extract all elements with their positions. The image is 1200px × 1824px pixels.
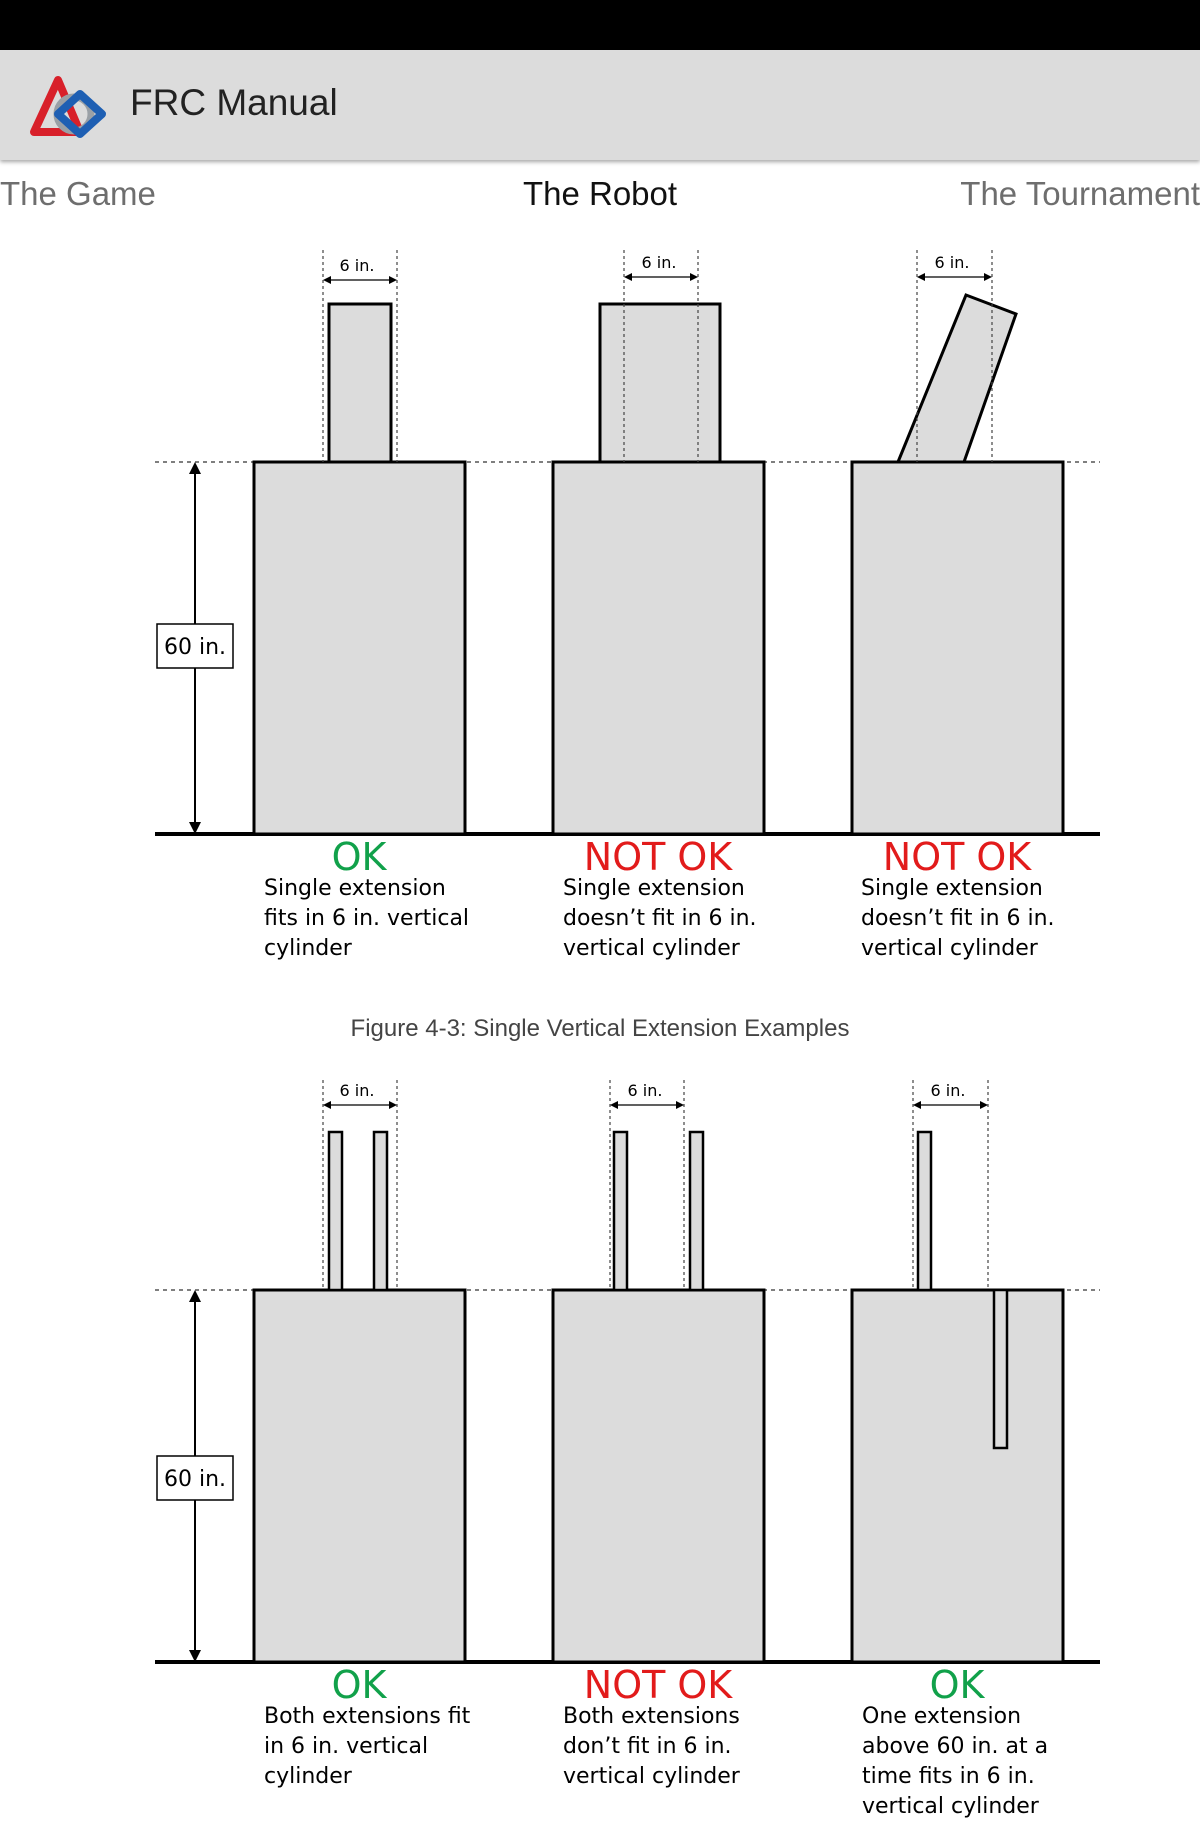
width-label: 6 in. (340, 1081, 375, 1100)
status-label: OK (332, 835, 388, 879)
section-tabs: The Game The Robot The Tournament (0, 163, 1200, 223)
width-label: 6 in. (931, 1081, 966, 1100)
height-label: 60 in. (164, 1467, 226, 1492)
description-line: doesn’t fit in 6 in. (861, 906, 1055, 931)
robot-extension (895, 293, 1018, 464)
figure-double-extension: 60 in. 6 in. OK Both extensions fit in 6… (0, 1068, 1200, 1824)
robot-body (252, 460, 467, 836)
height-label-box (156, 623, 234, 669)
description-line: Both extensions (563, 1704, 740, 1729)
robot-extension-retracted (992, 1288, 1009, 1450)
figure-caption: Figure 4-3: Single Vertical Extension Ex… (350, 1015, 850, 1042)
width-label: 6 in. (642, 253, 677, 272)
width-label: 6 in. (935, 253, 970, 272)
robot-body (551, 1288, 766, 1664)
width-label: 6 in. (340, 256, 375, 275)
figure-1-diagram: 60 in. 6 in. OK Single extension fits in… (155, 250, 1100, 961)
description-line: cylinder (264, 936, 353, 961)
description-line: Single extension (861, 876, 1043, 901)
description-line: One extension (862, 1704, 1021, 1729)
tab-the-robot[interactable]: The Robot (522, 175, 678, 212)
robot-body (850, 1288, 1065, 1664)
description-line: above 60 in. at a (862, 1734, 1048, 1759)
status-label: NOT OK (883, 835, 1033, 879)
robot-extension (612, 1130, 629, 1292)
robot-extension (916, 1130, 933, 1292)
status-label: OK (332, 1663, 388, 1707)
app-title: FRC Manual (130, 82, 338, 123)
status-label: NOT OK (584, 835, 734, 879)
description-line: vertical cylinder (563, 1764, 741, 1789)
figure-single-extension: 60 in. 6 in. OK Single extension fits in… (0, 240, 1200, 980)
robot-extension (327, 302, 393, 464)
status-label: NOT OK (584, 1663, 734, 1707)
action-bar: FRC Manual (0, 50, 1200, 160)
height-label: 60 in. (164, 635, 226, 660)
first-logo-icon[interactable] (28, 70, 120, 142)
height-label-box (156, 1455, 234, 1501)
status-bar (0, 0, 1200, 50)
robot-body (551, 460, 766, 836)
robot-extension (372, 1130, 389, 1292)
description-line: vertical cylinder (563, 936, 741, 961)
description-line: Single extension (563, 876, 745, 901)
figure-2-diagram: 60 in. 6 in. OK Both extensions fit in 6… (155, 1080, 1100, 1819)
robot-body (252, 1288, 467, 1664)
status-label: OK (930, 1663, 986, 1707)
description-line: doesn’t fit in 6 in. (563, 906, 757, 931)
description-line: cylinder (264, 1764, 353, 1789)
robot-body (850, 460, 1065, 836)
robot-extension (688, 1130, 705, 1292)
robot-extension (598, 302, 722, 464)
width-label: 6 in. (628, 1081, 663, 1100)
description-line: fits in 6 in. vertical (264, 906, 469, 931)
robot-extension (327, 1130, 344, 1292)
description-line: vertical cylinder (862, 1794, 1040, 1819)
description-line: time fits in 6 in. (862, 1764, 1035, 1789)
description-line: in 6 in. vertical (264, 1734, 428, 1759)
description-line: vertical cylinder (861, 936, 1039, 961)
description-line: Single extension (264, 876, 446, 901)
tab-the-tournament[interactable]: The Tournament (960, 175, 1200, 212)
description-line: Both extensions fit (264, 1704, 471, 1729)
tab-the-game[interactable]: The Game (0, 175, 156, 212)
description-line: don’t fit in 6 in. (563, 1734, 732, 1759)
